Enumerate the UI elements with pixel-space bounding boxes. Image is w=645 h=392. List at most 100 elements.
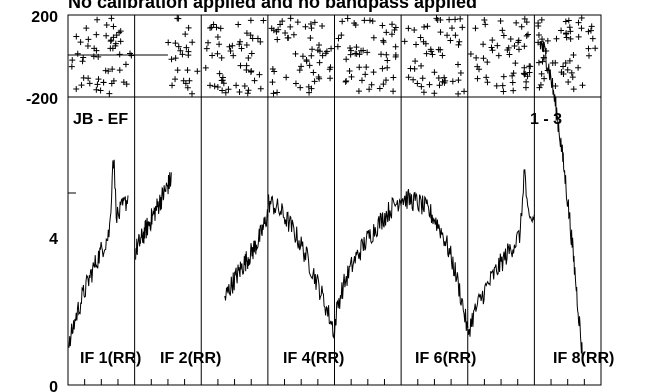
phase-point (384, 57, 391, 64)
phase-point (182, 31, 189, 38)
phase-point (237, 62, 244, 69)
phase-point (520, 70, 527, 77)
phase-point (209, 52, 216, 59)
phase-point (535, 31, 542, 38)
amp-series-if-2 (135, 172, 172, 260)
phase-point (172, 76, 179, 83)
phase-point (319, 22, 326, 29)
phase-point (535, 59, 542, 66)
phase-point (189, 90, 196, 97)
phase-point (521, 64, 528, 71)
phase-point (94, 16, 101, 23)
phase-point (85, 75, 92, 82)
phase-point (523, 78, 530, 85)
phase-point (180, 77, 187, 84)
phase-point (480, 41, 487, 48)
phase-point (113, 32, 120, 39)
phase-point (168, 56, 175, 63)
phase-point (427, 46, 434, 53)
phase-point (79, 58, 86, 65)
phase-point (411, 65, 418, 72)
phase-point (575, 19, 582, 26)
phase-point (316, 59, 323, 66)
phase-point (412, 58, 419, 65)
phase-point (229, 42, 236, 49)
phase-point (455, 90, 462, 97)
page-label: 1 - 3 (530, 111, 562, 128)
phase-point (436, 82, 443, 89)
phase-point (578, 25, 585, 32)
phase-point (269, 66, 276, 73)
phase-point (392, 53, 399, 60)
phase-point (327, 75, 334, 82)
amp-series-if-5 (334, 196, 402, 337)
phase-point (292, 80, 299, 87)
phase-point (539, 58, 546, 65)
phase-point (564, 66, 571, 73)
phase-point (588, 23, 595, 30)
phase-point (207, 24, 214, 31)
phase-point (355, 88, 362, 95)
phase-point (268, 25, 275, 32)
phase-point (172, 40, 179, 47)
phase-point (277, 21, 284, 28)
phase-point (452, 32, 459, 39)
phase-point (86, 80, 93, 87)
phase-point (585, 45, 592, 52)
phase-point (116, 51, 123, 58)
phase-point (446, 16, 453, 23)
phase-point (328, 45, 335, 52)
phase-point (183, 44, 190, 51)
phase-point (426, 81, 433, 88)
phase-point (570, 51, 577, 58)
phase-point (504, 47, 511, 54)
phase-point (420, 38, 427, 45)
phase-point (356, 64, 363, 71)
phase-point (117, 28, 124, 35)
phase-point (335, 35, 342, 42)
phase-point (94, 81, 101, 88)
phase-point (175, 15, 182, 22)
phase-point (165, 39, 172, 46)
amp-series-if-4 (267, 194, 335, 340)
phase-point (219, 74, 226, 81)
phase-point (284, 34, 291, 41)
phase-point (515, 37, 522, 44)
phase-point (356, 51, 363, 58)
phase-point (401, 38, 408, 45)
phase-point (245, 54, 252, 61)
phase-point (78, 82, 85, 89)
phase-point (205, 39, 212, 46)
phase-point (220, 80, 227, 87)
phase-point (526, 69, 533, 76)
phase-point (414, 80, 421, 87)
phase-y-tick-label-top: 200 (31, 9, 58, 26)
phase-point (279, 18, 286, 25)
phase-point (117, 38, 124, 45)
phase-point (565, 17, 572, 24)
phase-point (510, 87, 517, 94)
phase-point (570, 86, 577, 93)
phase-point (338, 32, 345, 39)
phase-point (568, 69, 575, 76)
phase-point (513, 19, 520, 26)
phase-point (319, 52, 326, 59)
phase-point (283, 74, 290, 81)
phase-point (310, 69, 317, 76)
phase-point (444, 32, 451, 39)
phase-point (248, 50, 255, 57)
phase-point (392, 43, 399, 50)
phase-point (521, 71, 528, 78)
phase-point (271, 68, 278, 75)
amp-series-if-6 (400, 188, 469, 331)
phase-point (521, 15, 528, 22)
phase-point (524, 31, 531, 38)
phase-point (589, 35, 596, 42)
phase-point (461, 88, 468, 95)
phase-point (344, 15, 351, 22)
phase-point (249, 35, 256, 42)
amp-series-if-7 (467, 169, 535, 337)
phase-point (282, 29, 289, 36)
phase-point (493, 82, 500, 89)
phase-point (405, 74, 412, 81)
